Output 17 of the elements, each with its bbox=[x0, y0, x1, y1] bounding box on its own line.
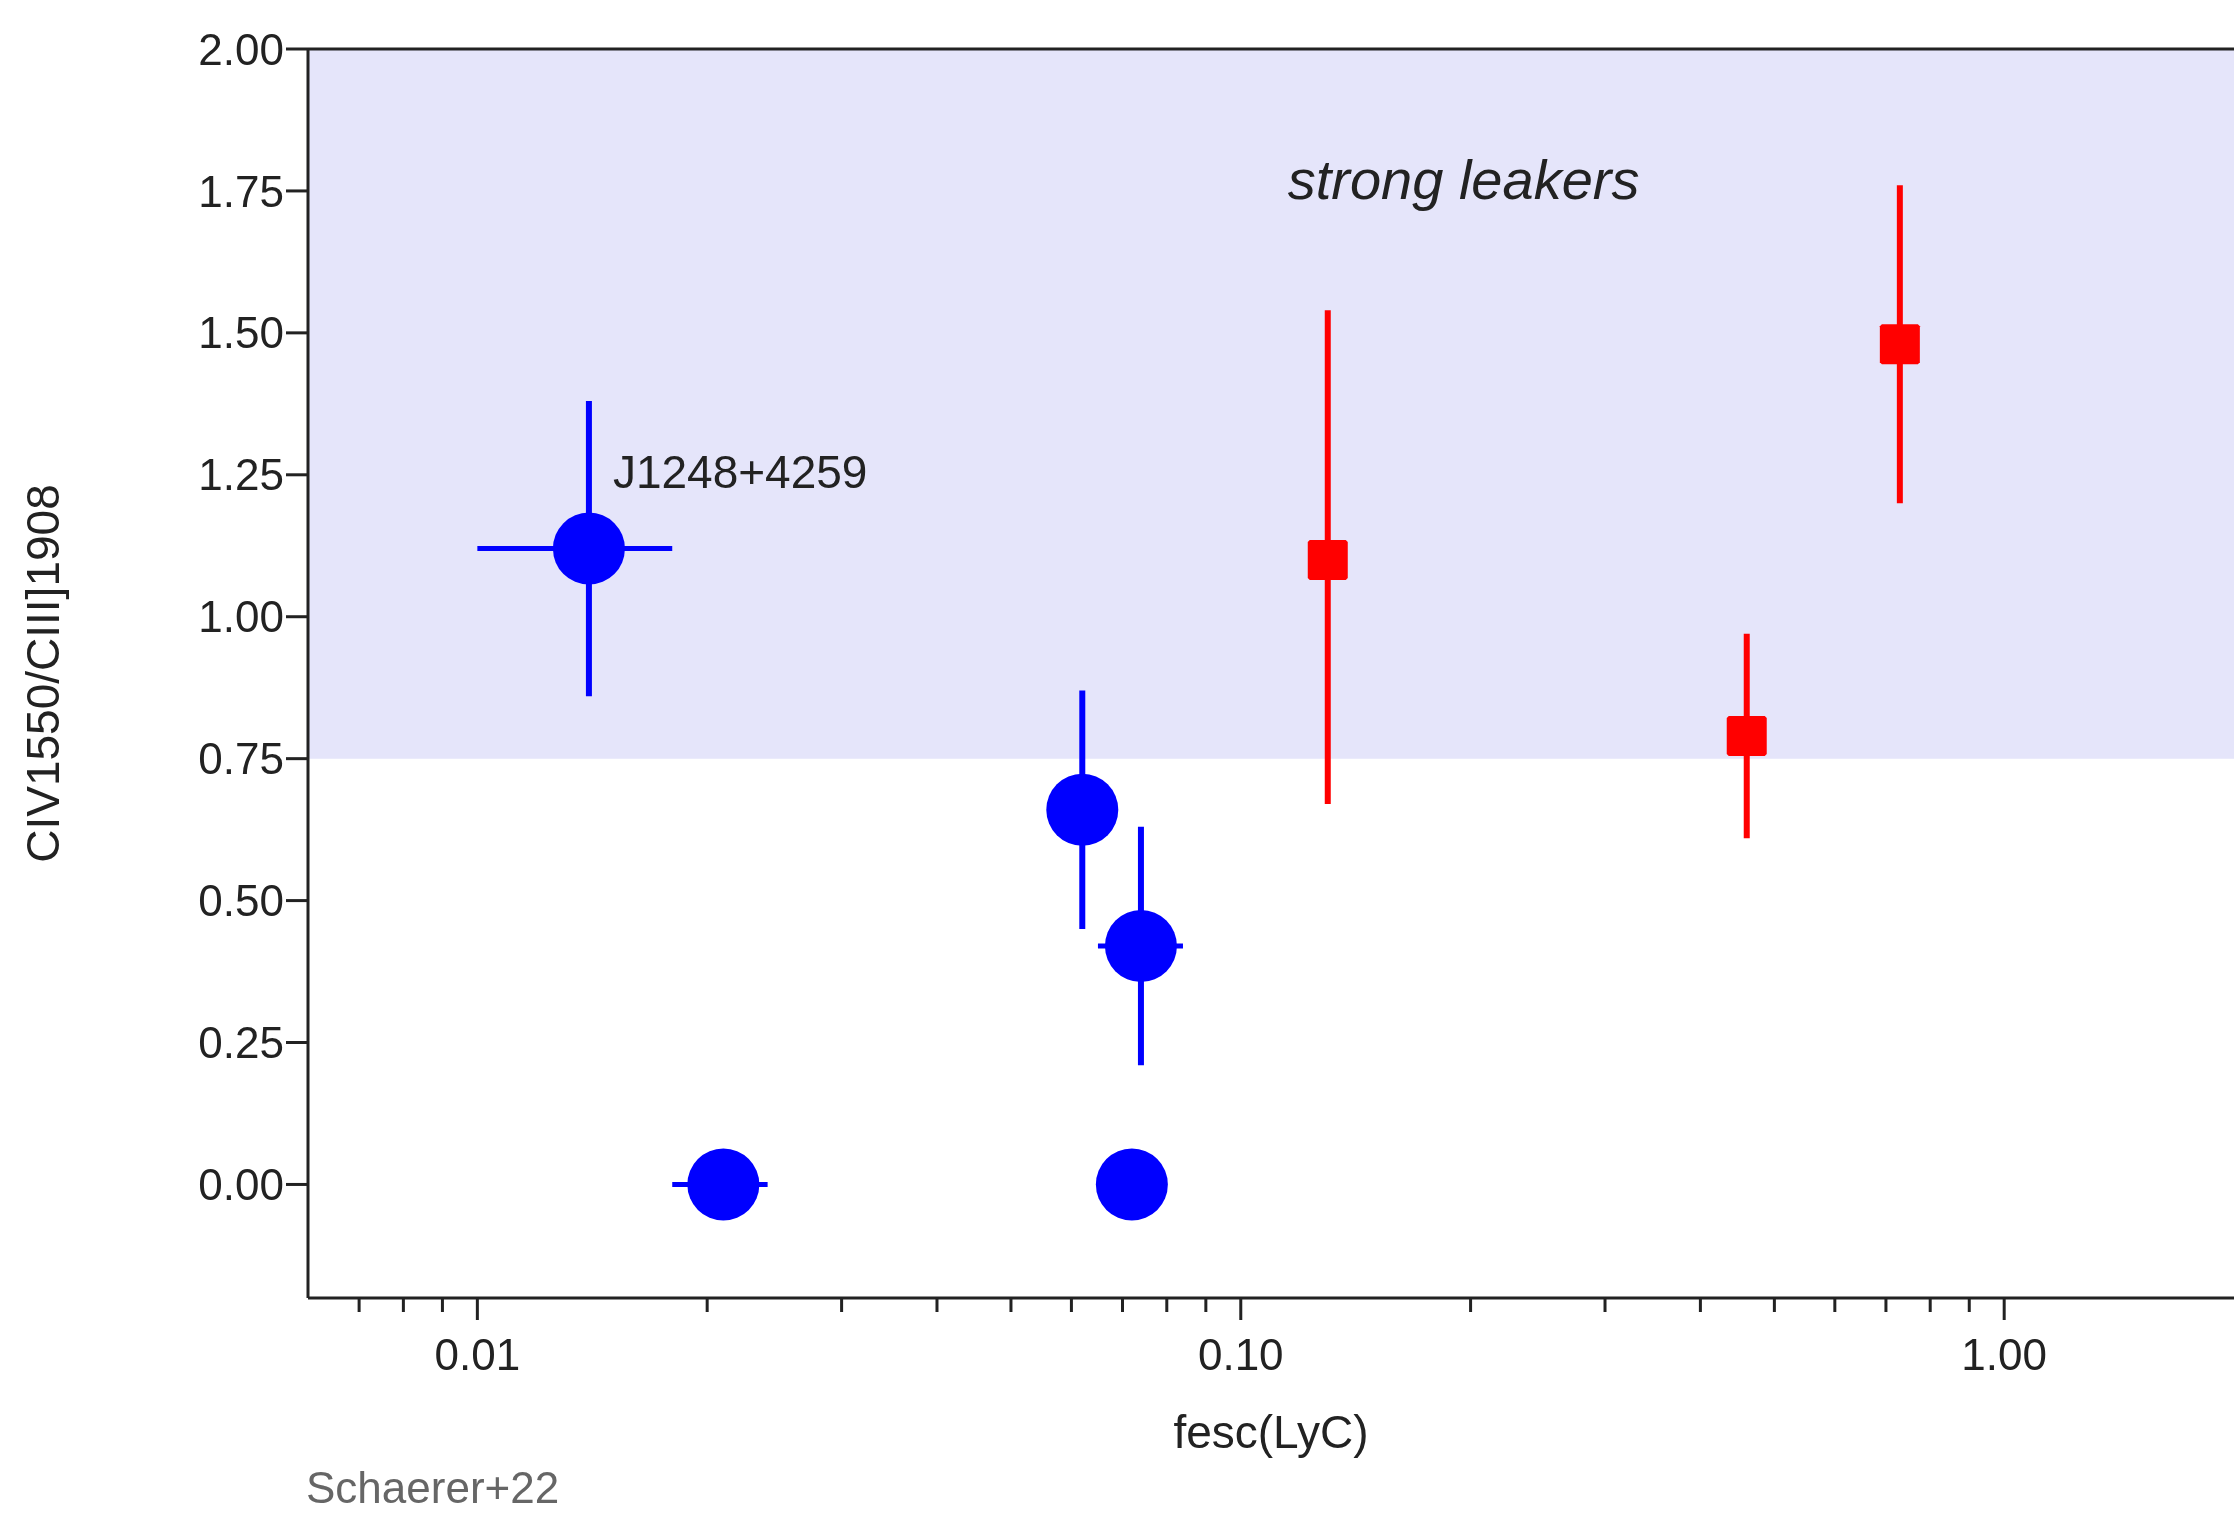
x-tick-label: 0.01 bbox=[434, 1330, 521, 1379]
text: Schaerer+22 bbox=[306, 1463, 560, 1513]
y-tick-label: 0.75 bbox=[198, 734, 284, 784]
y-tick-label: 2.00 bbox=[198, 24, 284, 74]
y-tick-label: 0.00 bbox=[198, 1160, 284, 1210]
x-axis-title: fesc(LyC) bbox=[1173, 1406, 1369, 1458]
y-tick-label: 0.50 bbox=[198, 876, 284, 926]
band-label: strong leakers bbox=[1287, 148, 1640, 211]
y-tick-label: 1.75 bbox=[198, 166, 284, 216]
y-axis-title: CIV1550/CIII]1908 bbox=[17, 484, 70, 863]
annotation: J1248+4259 bbox=[612, 445, 868, 498]
y-tick-label: 1.25 bbox=[198, 450, 284, 500]
y-tick-label: 1.50 bbox=[198, 308, 284, 358]
y-tick-label: 0.25 bbox=[198, 1018, 284, 1068]
y-tick-label: 1.00 bbox=[198, 592, 284, 642]
x-tick-label: 0.10 bbox=[1197, 1330, 1284, 1379]
x-tick-label: 1.00 bbox=[1961, 1330, 2048, 1379]
